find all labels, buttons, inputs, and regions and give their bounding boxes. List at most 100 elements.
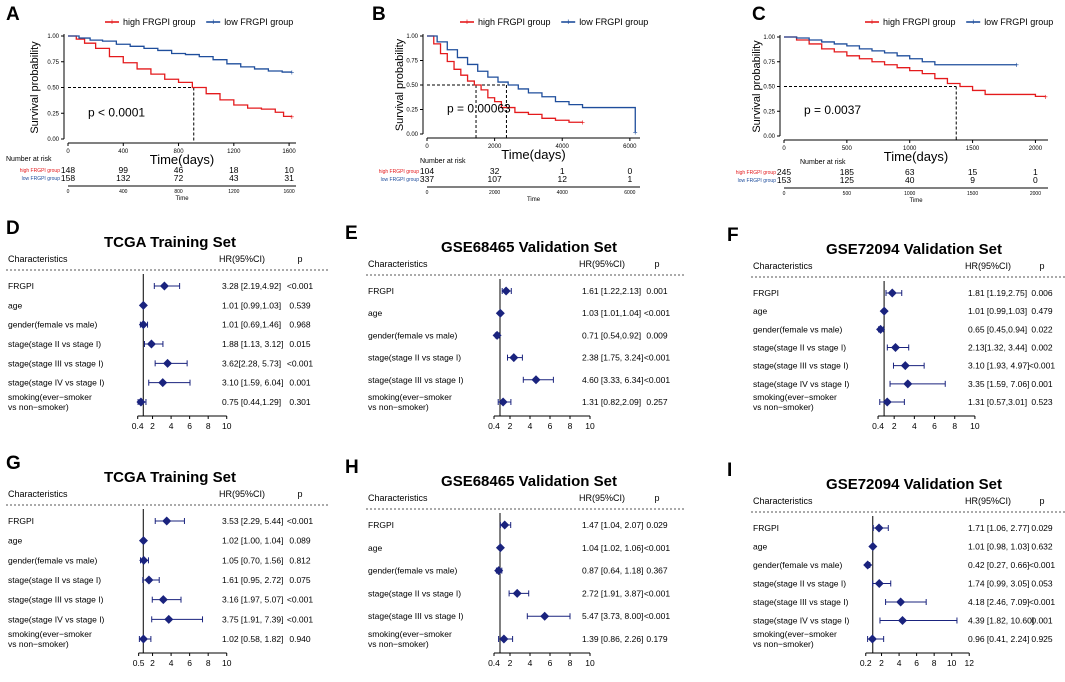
hr-diamond <box>876 324 886 334</box>
survival-curve-low <box>68 35 292 73</box>
forest-panel-i: I GSE72094 Validation Set Characteristics H… <box>727 460 1065 668</box>
p-value: p = 0.0037 <box>804 103 861 117</box>
y-tick-label: 1.00 <box>406 34 418 40</box>
forest-row: age 1.04 [1.02, 1.06] <0.001 <box>368 543 670 553</box>
p-value: 0.001 <box>289 378 311 388</box>
column-header: Characteristics <box>8 489 68 499</box>
y-axis-label: Survival probability <box>394 38 406 131</box>
hr-value: 3.53 [2.29, 5.44] <box>222 516 283 526</box>
hr-value: 0.71 [0.54,0.92] <box>582 330 641 340</box>
hr-diamond <box>897 616 907 625</box>
hr-value: 1.01 [0.99,1.03] <box>968 306 1027 316</box>
row-label: age <box>368 543 382 553</box>
legend-entry: high FRGPI group <box>478 17 551 27</box>
forest-tick-label: 4 <box>897 658 902 668</box>
forest-row: age 1.01 [0.99,1.03] 0.539 <box>8 300 311 310</box>
forest-row: stage(stage III vs stage I) 3.62[2.28, 5.… <box>8 358 313 368</box>
hr-value: 2.13[1.32, 3.44] <box>968 343 1027 353</box>
p-value: 0.001 <box>646 286 668 296</box>
survival-curve-high <box>427 35 583 123</box>
panel-label: G <box>6 453 21 474</box>
hr-diamond <box>499 634 509 644</box>
forest-tick-label: 6 <box>548 421 553 431</box>
x-tick-label: 0 <box>66 149 70 155</box>
p-value: <0.001 <box>1029 597 1056 607</box>
risk-count: 185 <box>840 167 854 177</box>
risk-tick-label: 1600 <box>284 189 295 195</box>
panel-label: D <box>6 218 20 239</box>
forest-row: gender(female vs male) 1.01 [0.69,1.46] 0.… <box>8 320 311 330</box>
y-tick-label: 0.75 <box>406 59 418 65</box>
legend-entry: low FRGPI group <box>579 17 648 27</box>
column-header: Characteristics <box>368 259 428 269</box>
hr-value: 1.39 [0.86, 2.26] <box>582 634 643 644</box>
hr-diamond <box>164 614 174 624</box>
forest-tick-label: 4 <box>528 658 533 668</box>
risk-tick-label: 0 <box>426 190 429 196</box>
forest-row: stage(stage IV vs stage I) 4.39 [1.82, 10… <box>753 616 1053 626</box>
forest-tick-label: 10 <box>947 658 957 668</box>
km-panel-c: C + high FRGPI group + low FRGPI group 0.00 0.… <box>736 4 1054 204</box>
row-label: gender(female vs male) <box>368 330 457 340</box>
forest-title: TCGA Training Set <box>104 234 236 251</box>
column-header: HR(95%CI) <box>965 261 1011 271</box>
risk-count: 15 <box>968 167 978 177</box>
p-value: 0.053 <box>1031 579 1053 589</box>
km-panel-a: A + high FRGPI group + low FRGPI group 0.00 0.… <box>6 4 296 202</box>
column-header: p <box>654 259 659 269</box>
risk-count: 72 <box>174 173 184 183</box>
row-label: stage(stage II vs stage I) <box>753 579 846 589</box>
hr-value: 1.02 [1.00, 1.04] <box>222 536 283 546</box>
row-label: stage(stage III vs stage I) <box>368 375 464 385</box>
censor-mark: + <box>290 112 295 121</box>
row-label: stage(stage IV vs stage I) <box>753 616 850 626</box>
column-header: HR(95%CI) <box>219 254 265 264</box>
hr-diamond <box>492 330 502 340</box>
hr-diamond <box>158 378 168 388</box>
risk-count: 337 <box>420 174 434 184</box>
forest-tick-label: 2 <box>150 658 155 668</box>
x-axis-label: Time(days) <box>884 149 949 164</box>
y-tick-label: 0.50 <box>47 86 59 92</box>
hr-value: 0.87 [0.64, 1.18] <box>582 566 643 576</box>
forest-tick-label: 0.4 <box>488 421 500 431</box>
y-tick-label: 1.00 <box>47 34 59 40</box>
hr-value: 1.04 [1.02, 1.06] <box>582 543 643 553</box>
y-axis-label: Survival probability <box>751 40 763 133</box>
forest-row: FRGPI 1.61 [1.22,2.13] 0.001 <box>368 286 668 296</box>
risk-count: 1 <box>1033 167 1038 177</box>
hr-value: 1.88 [1.13, 3.12] <box>222 339 283 349</box>
y-axis-label: Survival probability <box>29 41 41 134</box>
risk-row-label: high FRGPI group <box>379 169 420 175</box>
forest-row: stage(stage II vs stage I) 1.61 [0.95, 2.… <box>8 575 311 585</box>
row-label: vs non−smoker) <box>368 639 429 649</box>
hr-diamond <box>512 588 522 598</box>
legend: + high FRGPI group + low FRGPI group <box>105 17 293 27</box>
row-label: vs non−smoker) <box>8 402 69 412</box>
p-value: <0.001 <box>644 353 671 363</box>
forest-title: GSE68465 Validation Set <box>441 239 617 256</box>
x-tick-label: 800 <box>174 149 185 155</box>
p-value: 0.015 <box>289 339 311 349</box>
forest-title: TCGA Training Set <box>104 469 236 486</box>
hr-diamond <box>501 286 511 296</box>
x-tick-label: 1500 <box>966 146 980 152</box>
y-tick-label: 0.00 <box>763 134 775 140</box>
row-label: stage(stage IV vs stage I) <box>753 379 850 389</box>
hr-value: 1.74 [0.99, 3.05] <box>968 579 1029 589</box>
hr-value: 1.01 [0.69,1.46] <box>222 320 281 330</box>
forest-row: stage(stage IV vs stage I) 3.10 [1.59, 6.… <box>8 378 311 388</box>
p-value: 0.301 <box>289 397 311 407</box>
row-label: smoking(ever−smoker <box>8 392 92 402</box>
panel-label: B <box>372 4 386 25</box>
row-label: age <box>368 308 382 318</box>
risk-tick-label: 1500 <box>967 191 978 197</box>
row-label: stage(stage III vs stage I) <box>8 358 104 368</box>
row-label: stage(stage III vs stage I) <box>753 597 849 607</box>
forest-row: stage(stage III vs stage I) 4.18 [2.46, 7… <box>753 597 1055 607</box>
risk-count: 1 <box>560 166 565 176</box>
risk-count: 153 <box>777 175 791 185</box>
p-value: <0.001 <box>1029 560 1056 570</box>
censor-mark: + <box>290 68 295 77</box>
